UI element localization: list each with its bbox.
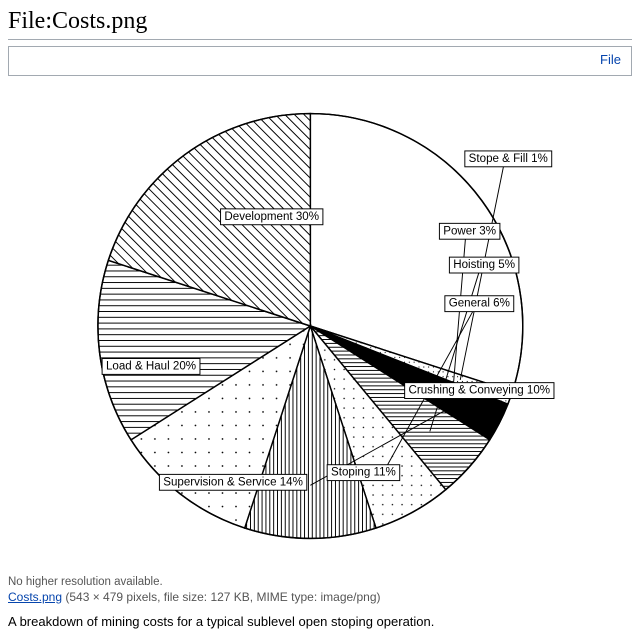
slice-label: Load & Haul 20% bbox=[106, 360, 196, 372]
no-higher-resolution-text: No higher resolution available. bbox=[8, 576, 632, 588]
tab-bar: File bbox=[8, 46, 632, 76]
file-detail: (543 × 479 pixels, file size: 127 KB, MI… bbox=[62, 590, 381, 604]
slice-label: General 6% bbox=[449, 298, 510, 310]
file-link[interactable]: Costs.png bbox=[8, 590, 62, 604]
slice-label: Stoping 11% bbox=[331, 467, 396, 479]
slice-label: Power 3% bbox=[443, 225, 496, 237]
slice-label: Stope & Fill 1% bbox=[469, 153, 548, 165]
pie-chart: Development 30% Stope & Fill 1% Power 3% Ho… bbox=[40, 86, 600, 566]
slice-label: Supervision & Service 14% bbox=[163, 476, 303, 488]
image-caption: A breakdown of mining costs for a typica… bbox=[8, 614, 632, 629]
tab-file[interactable]: File bbox=[600, 52, 621, 67]
file-meta: Costs.png (543 × 479 pixels, file size: … bbox=[8, 590, 632, 604]
slice-label: Crushing & Conveying 10% bbox=[409, 385, 551, 397]
slice-label: Hoisting 5% bbox=[453, 259, 515, 271]
slice-label: Development 30% bbox=[224, 211, 319, 223]
page-title: File:Costs.png bbox=[8, 8, 632, 40]
